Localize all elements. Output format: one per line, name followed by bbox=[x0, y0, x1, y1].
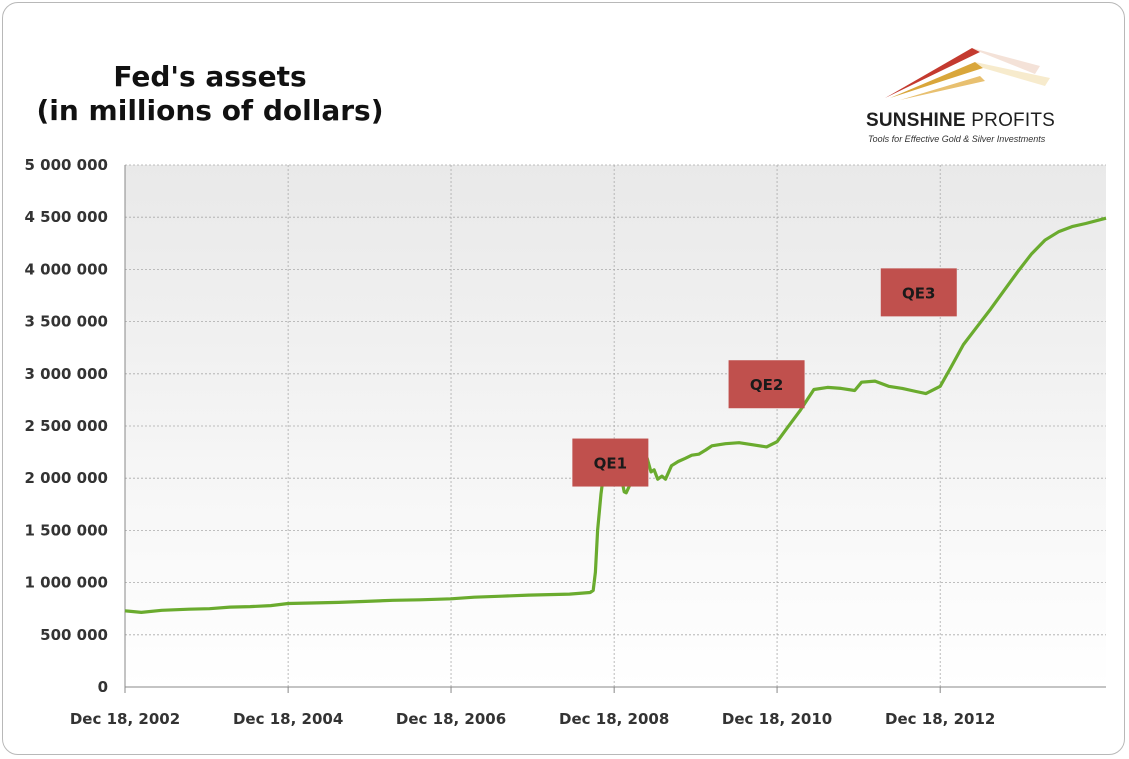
annotation-box bbox=[728, 360, 805, 409]
y-tick-label: 3 000 000 bbox=[24, 365, 108, 383]
annotation-qe3: QE3 bbox=[880, 268, 957, 317]
chart-title: Fed's assets (in millions of dollars) bbox=[30, 60, 390, 128]
annotation-qe2: QE2 bbox=[728, 360, 805, 409]
logo-name-bold: SUNSHINE bbox=[866, 110, 966, 131]
annotations: QE1 QE2 QE3 bbox=[572, 268, 957, 487]
x-axis-ticks: Dec 18, 2002 Dec 18, 2004 Dec 18, 2006 Dec … bbox=[70, 710, 995, 728]
annotation-box bbox=[880, 268, 957, 317]
y-tick-label: 0 bbox=[98, 678, 108, 696]
x-tick-label: Dec 18, 2004 bbox=[233, 710, 343, 728]
x-tick-label: Dec 18, 2012 bbox=[885, 710, 995, 728]
y-axis-ticks: 0 500 000 1 000 000 1 500 000 2 000 000 2 500… bbox=[24, 156, 108, 696]
x-tick-label: Dec 18, 2010 bbox=[722, 710, 832, 728]
y-tick-label: 1 500 000 bbox=[24, 521, 108, 539]
y-tick-label: 2 000 000 bbox=[24, 469, 108, 487]
x-tick-label: Dec 18, 2002 bbox=[70, 710, 180, 728]
x-tick-label: Dec 18, 2006 bbox=[396, 710, 506, 728]
annotation-label: QE3 bbox=[902, 284, 935, 302]
logo-tagline: Tools for Effective Gold & Silver Invest… bbox=[868, 134, 1046, 144]
y-tick-label: 4 000 000 bbox=[24, 260, 108, 278]
annotation-label: QE2 bbox=[750, 376, 783, 394]
y-tick-label: 5 000 000 bbox=[24, 156, 108, 174]
y-tick-label: 500 000 bbox=[40, 626, 108, 644]
logo-rays-icon bbox=[885, 48, 1050, 100]
annotation-qe1: QE1 bbox=[572, 438, 649, 487]
sunshine-profits-logo: SUNSHINE PROFITS Tools for Effective Gol… bbox=[860, 40, 1090, 150]
y-tick-label: 2 500 000 bbox=[24, 417, 108, 435]
title-line-2: (in millions of dollars) bbox=[36, 94, 384, 127]
y-tick-label: 3 500 000 bbox=[24, 313, 108, 331]
series-line-fed-assets bbox=[124, 216, 1107, 614]
y-tick-label: 4 500 000 bbox=[24, 208, 108, 226]
x-tick-label: Dec 18, 2008 bbox=[559, 710, 669, 728]
title-line-1: Fed's assets bbox=[113, 60, 307, 93]
y-tick-label: 1 000 000 bbox=[24, 574, 108, 592]
annotation-label: QE1 bbox=[594, 455, 627, 473]
annotation-box bbox=[572, 438, 649, 487]
logo-name: SUNSHINE PROFITS bbox=[866, 110, 1055, 132]
logo-name-rest: PROFITS bbox=[965, 110, 1056, 131]
axes bbox=[124, 165, 1106, 693]
